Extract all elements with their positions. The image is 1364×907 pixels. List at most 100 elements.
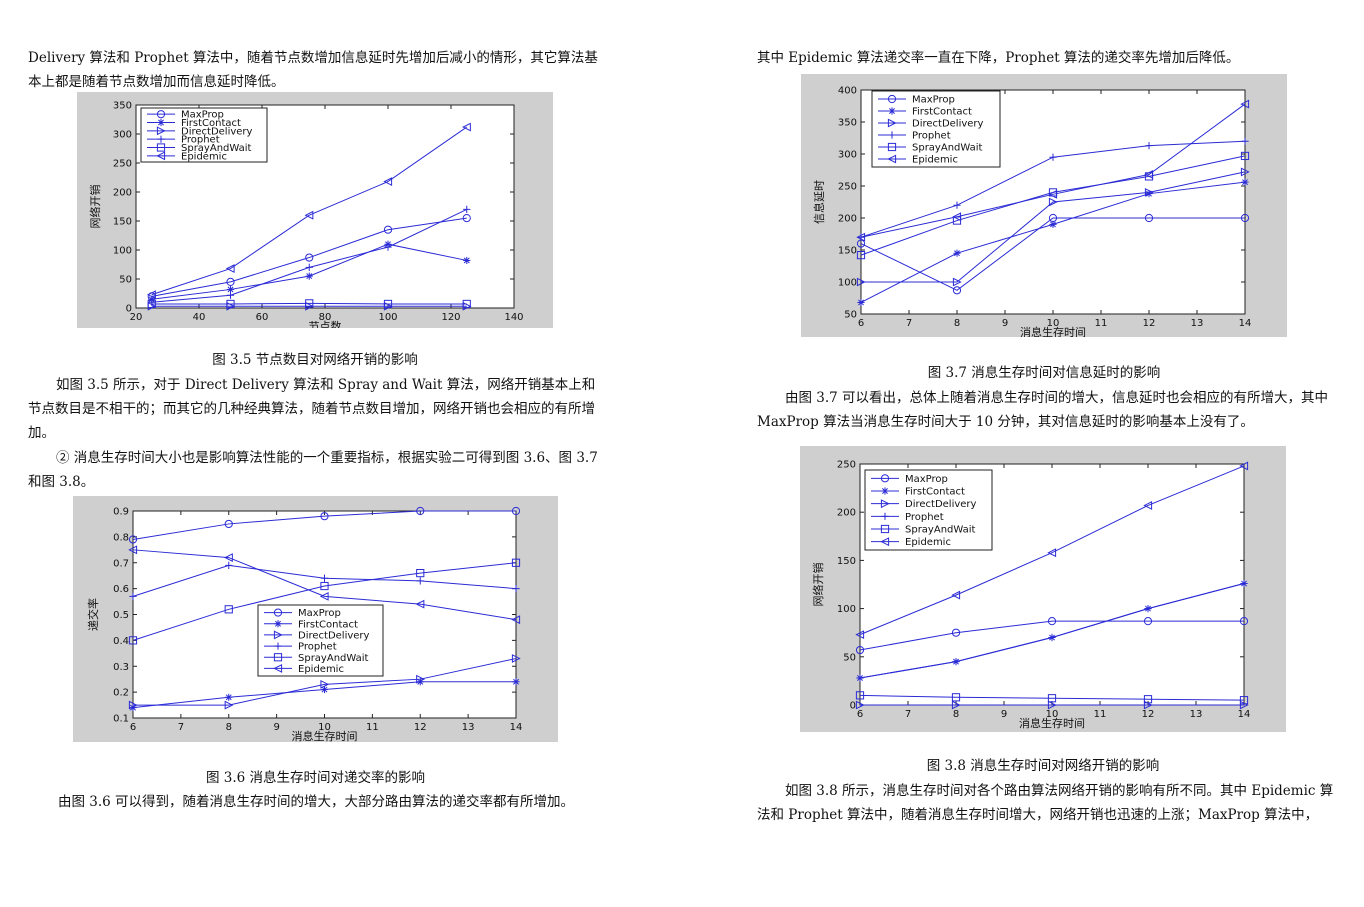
legend-entry: SprayAndWait [912, 143, 983, 154]
data-point [511, 558, 521, 567]
data-point [952, 212, 962, 222]
y-tick-label: 250 [838, 182, 857, 193]
data-point [226, 285, 235, 294]
legend-marker [887, 154, 897, 164]
caption-fig-3-7: 图 3.7 消息生存时间对信息延时的影响 [927, 365, 1161, 381]
legend-entry: DirectDelivery [905, 499, 977, 510]
x-tick-label: 6 [858, 318, 864, 329]
legend-entry: FirstContact [912, 107, 972, 118]
figure-3-8: 6 7 8 9 10 11 12 13 14 0 50 100 150 200 250 消息生存时间 网络开销 M… [800, 446, 1286, 732]
data-point [320, 574, 329, 582]
series-line [151, 302, 467, 305]
data-point [320, 512, 329, 521]
chart-fig37: 6 7 8 9 10 11 12 13 14 50 100 150 200 250 300 350 400 消息生… [812, 86, 1251, 338]
caption-fig-3-5: 图 3.5 节点数目对网络开销的影响 [212, 352, 418, 368]
right-paragraph-3: 如图 3.8 所示，消息生存时间对各个路由算法网络开销的影响有所不同。其中 Ep… [757, 783, 1334, 823]
y-tick-label: 0.6 [113, 584, 129, 595]
chart-fig36: 6 7 8 9 10 11 12 13 14 0.1 0.2 0.3 0.4 0.5 0.6 0.7 0.8 0.… [86, 506, 523, 743]
series-Prophet [856, 579, 1248, 682]
data-point [951, 700, 961, 710]
series-line [132, 562, 517, 641]
series-line [132, 549, 517, 621]
data-point [1239, 461, 1249, 471]
x-tick-label: 20 [130, 312, 143, 323]
data-point [305, 272, 313, 280]
y-tick-label: 250 [837, 460, 856, 471]
data-point [320, 581, 329, 591]
series-Epidemic [128, 545, 521, 625]
legend-marker [888, 107, 896, 115]
series-line [151, 217, 467, 297]
left-paragraph-4: 由图 3.6 可以得到，随着消息生存时间的增大，大部分路由算法的递交率都有所增加… [58, 794, 575, 810]
series-line [151, 126, 468, 296]
legend-entry: Prophet [912, 131, 951, 142]
data-point [1048, 633, 1056, 642]
data-point [147, 290, 156, 300]
legend-marker [156, 151, 166, 161]
series-MaxProp [128, 506, 521, 544]
x-tick-label: 11 [1095, 318, 1108, 329]
legend-entry: Epidemic [298, 664, 344, 675]
chart-fig35: 20 40 60 80 100 120 140 0 50 100 150 200 250 300 350 节点… [88, 101, 524, 329]
x-tick-label: 7 [906, 318, 912, 329]
x-tick-label: 12 [414, 722, 427, 733]
data-point [1047, 700, 1057, 710]
legend-entry: Epidemic [181, 151, 227, 162]
data-point [952, 277, 962, 287]
legend-entry: DirectDelivery [912, 119, 984, 130]
data-point [416, 678, 424, 686]
series-SprayAndWait [147, 299, 471, 309]
series-MaxProp [855, 617, 1249, 655]
legend-marker [881, 512, 889, 520]
legend-marker [156, 110, 166, 119]
data-point [320, 679, 330, 689]
legend-marker [887, 94, 897, 104]
legend-entry: Epidemic [905, 537, 951, 548]
data-point [1144, 187, 1154, 197]
series-line [133, 657, 517, 706]
legend-entry: Prophet [181, 135, 220, 146]
y-tick-label: 100 [838, 278, 857, 289]
y-tick-label: 350 [113, 101, 132, 112]
data-point [952, 658, 960, 666]
legend-marker [273, 608, 283, 617]
y-tick-label: 0 [850, 701, 856, 712]
x-tick-label: 40 [193, 312, 206, 323]
data-point [857, 298, 865, 307]
y-axis-label: 网络开销 [811, 563, 825, 607]
legend-box [257, 604, 384, 677]
y-tick-label: 100 [837, 604, 856, 615]
right-paragraph-1: 其中 Epidemic 算法递交率一直在下降，Prophet 算法的递交率先增加… [757, 50, 1240, 66]
y-tick-label: 300 [113, 130, 132, 141]
y-tick-label: 200 [113, 188, 132, 199]
data-point [224, 700, 234, 710]
data-point [305, 299, 314, 308]
left-paragraph-3: ② 消息生存时间大小也是影响算法性能的一个重要指标，根据实验二可得到图 3.6、… [28, 450, 598, 490]
data-point [855, 645, 865, 655]
legend-marker [880, 499, 890, 509]
data-point [416, 569, 425, 578]
data-point [416, 577, 424, 585]
x-tick-label: 12 [1143, 318, 1156, 329]
caption-fig-3-6: 图 3.6 消息生存时间对递交率的影响 [205, 770, 426, 786]
data-point [1048, 189, 1058, 199]
data-point [953, 201, 961, 209]
data-point [1239, 696, 1249, 705]
x-tick-label: 9 [273, 722, 279, 733]
y-tick-label: 0 [126, 304, 132, 315]
y-tick-label: 0.7 [113, 558, 129, 569]
series-line [861, 171, 1246, 283]
data-point [415, 599, 425, 609]
data-point [511, 654, 521, 663]
caption-fig-3-8: 图 3.8 消息生存时间对网络开销的影响 [926, 758, 1160, 774]
x-tick-label: 80 [319, 312, 332, 323]
series-Epidemic [147, 122, 471, 300]
left-paragraph-2: 如图 3.5 所示，对于 Direct Delivery 算法和 Spray a… [28, 377, 596, 441]
x-tick-label: 14 [510, 722, 523, 733]
data-point [319, 591, 329, 601]
data-point [1143, 695, 1153, 704]
y-tick-label: 200 [838, 214, 857, 225]
data-point [1047, 548, 1057, 558]
y-axis-label: 递交率 [86, 598, 100, 631]
legend-marker [274, 620, 282, 628]
